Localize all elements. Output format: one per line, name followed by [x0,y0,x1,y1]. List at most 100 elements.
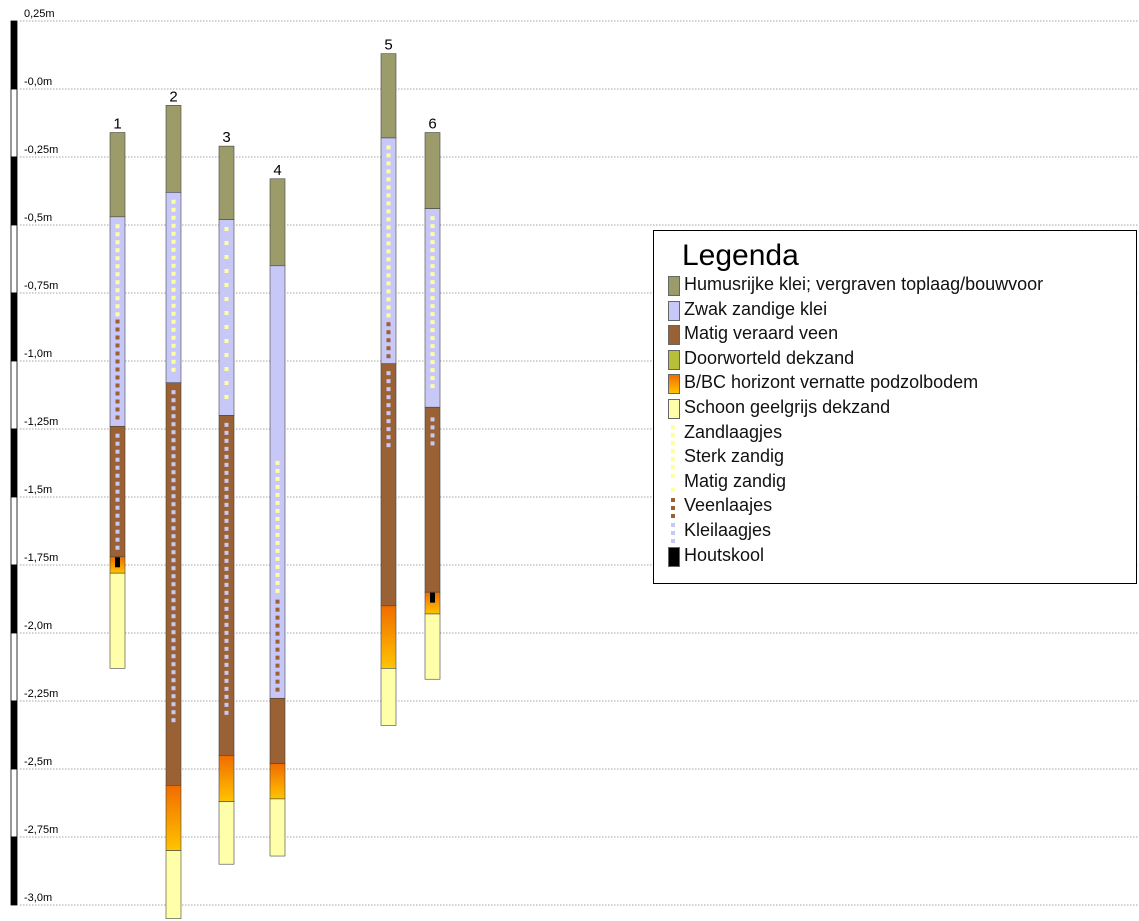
layer-dot [171,414,176,419]
layer-dot [115,232,120,237]
layer-dot [224,662,229,667]
legend-dot [671,440,675,445]
axis-tick-label: -1,0m [24,348,52,360]
scale-segment [10,156,18,226]
layer-dot [115,529,120,534]
axis-tick-label: -1,25m [24,416,58,428]
layer-dot [386,185,391,190]
layer-dot [386,297,391,302]
layer-dot [224,311,229,315]
layer-dot [224,614,229,619]
layer-dot [224,454,229,459]
layer-dot [386,161,391,166]
axis-tick-label: -0,75m [24,280,58,292]
layer-dot [171,686,176,691]
layer-dot [386,273,391,278]
layer-bc [269,763,286,800]
layer-dot [386,241,391,246]
legend-label: Matig veraard veen [684,323,839,344]
layer-dot [386,379,391,384]
layer-dot [171,295,176,300]
layer-dot [430,248,435,253]
layer-dot [171,614,176,619]
column-number-label: 1 [113,116,121,133]
peat-lamina-dot [115,319,120,324]
column-number-label: 3 [222,129,230,146]
layer-dot [171,279,176,284]
layer-dot [430,280,435,285]
legend-item: Sterk zandig [654,445,1136,470]
layer-dot [171,638,176,643]
legend-dot [671,514,675,519]
layer-dot [386,145,391,150]
layer-dot [171,390,176,395]
legend: Legenda Humusrijke klei; vergraven topla… [653,230,1137,584]
axis-tick-label: -2,0m [24,620,52,632]
layer-dot [275,484,280,489]
layer-dot [430,425,435,430]
layer-dot [386,225,391,230]
layer-dot [115,457,120,462]
layer-dot [224,241,229,245]
legend-swatch [668,399,680,419]
layer-dot [430,256,435,261]
layer-dot [386,427,391,432]
layer-dot [115,304,120,309]
layer-dot [224,574,229,579]
column-number-label: 2 [169,88,177,105]
layer-dot [171,590,176,595]
layer-dot [275,500,280,505]
layer-dot [224,494,229,499]
layer-dot [224,518,229,523]
layer-dot [224,550,229,555]
layer-humus [269,178,286,267]
layer-dot [224,510,229,515]
layer-bc [380,605,397,669]
layer-dot [171,215,176,220]
legend-swatch [668,424,680,445]
boring-column-3: 3 [218,129,235,865]
layer-dot [171,550,176,555]
layer-dot [275,508,280,513]
legend-label: Doorworteld dekzand [684,347,855,368]
scale-segment [10,836,18,906]
layer-dot [275,492,280,497]
legend-label: Veenlaajes [684,495,773,516]
layer-dot [430,272,435,277]
layer-dot [171,478,176,483]
layer-dot [224,710,229,715]
layer-humus [109,132,126,218]
axis-tick-label: -3,0m [24,892,52,904]
axis-tick-label: -2,75m [24,824,58,836]
layer-dot [171,351,176,356]
legend-item: Matig zandig [654,470,1136,494]
layer-dot [171,710,176,715]
layer-dot [115,288,120,293]
layer-dot [386,201,391,206]
peat-lamina-dot [386,330,391,335]
layer-dot [430,320,435,325]
layer-dot [430,312,435,317]
layer-dot [275,588,280,593]
legend-dot [671,539,675,543]
layer-dot [430,336,435,341]
layer-dot [275,524,280,529]
legend-item: Humusrijke klei; vergraven toplaag/bouwv… [654,273,1136,297]
layer-dot [171,662,176,667]
layer-dot [224,502,229,507]
layer-dot [224,558,229,563]
peat-lamina-dot [115,335,120,340]
layer-dot [275,580,280,585]
legend-swatch [668,522,680,543]
layer-dot [115,537,120,542]
layer-dot [386,209,391,214]
layer-dot [224,486,229,491]
layer-dot [386,217,391,222]
layer-peat [380,363,397,607]
legend-swatch [668,497,680,519]
peat-lamina-dot [275,679,280,684]
layer-dot [386,443,391,448]
layer-dot [275,476,280,481]
layer-dot [171,199,176,204]
layer-dot [430,360,435,365]
